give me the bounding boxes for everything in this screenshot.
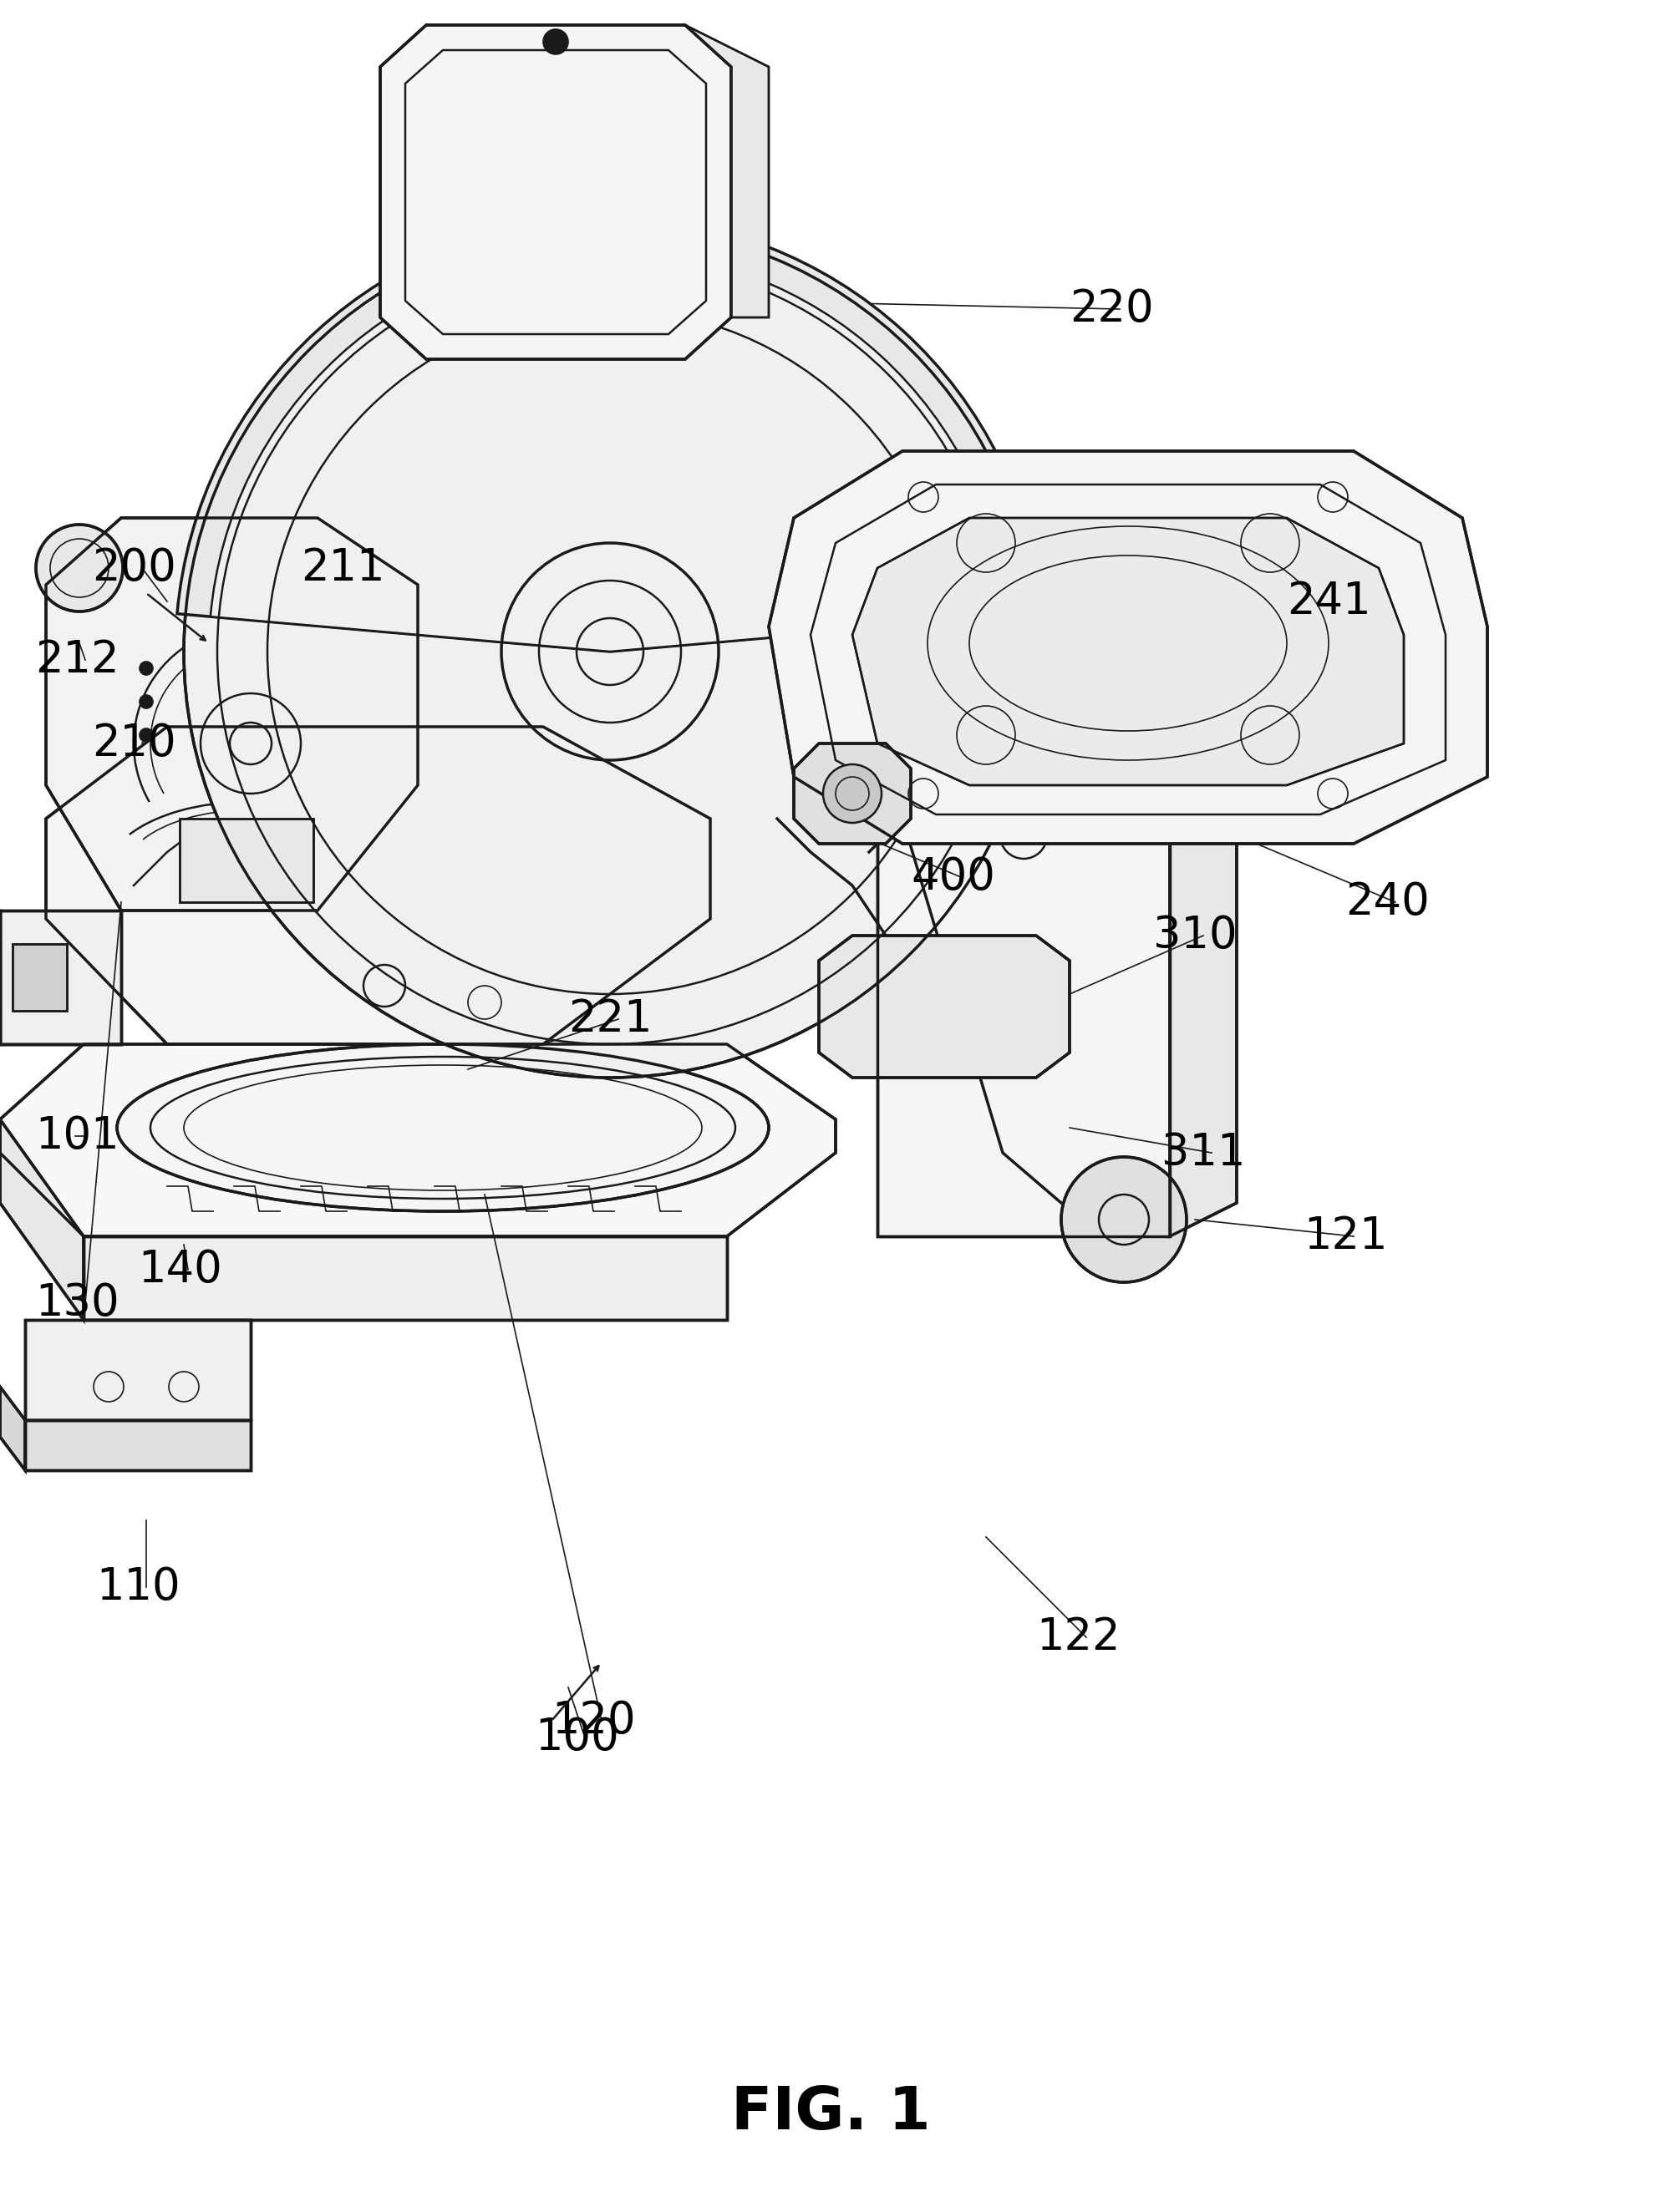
Polygon shape <box>770 451 1487 843</box>
Wedge shape <box>211 250 1009 653</box>
Circle shape <box>140 728 153 741</box>
Polygon shape <box>13 945 66 1011</box>
Circle shape <box>37 524 123 611</box>
Wedge shape <box>178 217 1042 653</box>
Polygon shape <box>179 818 314 902</box>
Polygon shape <box>0 1387 25 1471</box>
Text: 100: 100 <box>535 1717 618 1759</box>
Polygon shape <box>0 911 121 1044</box>
Text: 311: 311 <box>1162 1130 1245 1175</box>
Text: 110: 110 <box>96 1566 179 1608</box>
Polygon shape <box>819 936 1070 1077</box>
Polygon shape <box>381 24 731 358</box>
Text: 211: 211 <box>301 546 386 591</box>
Circle shape <box>823 765 881 823</box>
Polygon shape <box>83 1237 726 1321</box>
Text: 210: 210 <box>91 721 176 765</box>
Text: FIG. 1: FIG. 1 <box>731 2084 931 2141</box>
Polygon shape <box>685 24 770 319</box>
Polygon shape <box>47 518 417 911</box>
Text: 240: 240 <box>1345 880 1429 925</box>
Ellipse shape <box>116 1044 770 1212</box>
Polygon shape <box>47 728 710 1044</box>
Polygon shape <box>878 728 1170 1237</box>
Polygon shape <box>0 1119 83 1321</box>
Text: 121: 121 <box>1303 1214 1388 1259</box>
Polygon shape <box>794 743 911 843</box>
Circle shape <box>140 695 153 708</box>
Circle shape <box>184 226 1035 1077</box>
Text: 101: 101 <box>35 1115 120 1157</box>
Polygon shape <box>25 1321 251 1420</box>
Text: 130: 130 <box>35 1281 120 1325</box>
Polygon shape <box>0 1044 836 1237</box>
Polygon shape <box>1170 686 1237 1237</box>
Text: 241: 241 <box>1286 580 1371 624</box>
Text: 212: 212 <box>35 639 120 681</box>
Text: 140: 140 <box>138 1248 223 1292</box>
Text: 310: 310 <box>1153 914 1237 958</box>
Text: 220: 220 <box>1070 288 1153 332</box>
Polygon shape <box>853 518 1404 785</box>
Circle shape <box>140 661 153 675</box>
Text: 400: 400 <box>911 856 996 898</box>
Text: 122: 122 <box>1035 1615 1120 1659</box>
Text: 221: 221 <box>568 998 652 1042</box>
Circle shape <box>543 29 568 55</box>
Circle shape <box>1062 1157 1187 1283</box>
Polygon shape <box>25 1420 251 1471</box>
Text: 200: 200 <box>91 546 176 591</box>
Text: 120: 120 <box>552 1699 635 1743</box>
